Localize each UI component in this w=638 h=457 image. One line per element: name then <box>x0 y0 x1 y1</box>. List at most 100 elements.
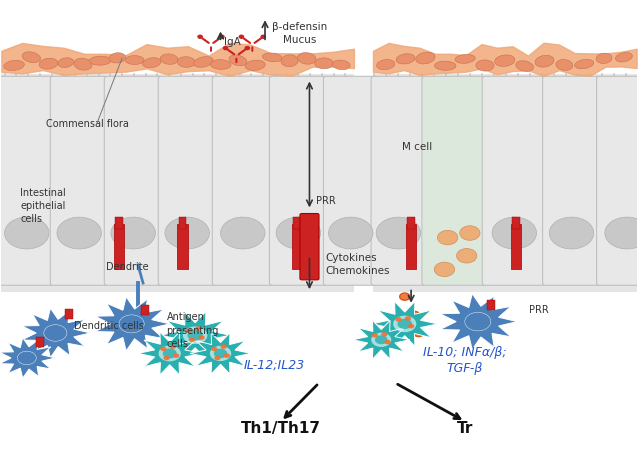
Circle shape <box>221 217 265 249</box>
Circle shape <box>210 346 231 361</box>
Bar <box>293 217 300 228</box>
Ellipse shape <box>177 57 195 67</box>
Circle shape <box>465 312 491 331</box>
FancyBboxPatch shape <box>0 76 54 285</box>
Ellipse shape <box>315 58 334 69</box>
Ellipse shape <box>58 58 73 68</box>
Circle shape <box>239 35 244 38</box>
Polygon shape <box>440 294 517 350</box>
FancyBboxPatch shape <box>269 76 327 285</box>
Text: Commensal flora: Commensal flora <box>46 119 129 129</box>
Polygon shape <box>22 308 91 358</box>
Bar <box>65 309 73 319</box>
Ellipse shape <box>616 53 632 62</box>
Circle shape <box>159 345 181 361</box>
Circle shape <box>195 326 202 331</box>
Circle shape <box>163 356 170 360</box>
Text: Dendritic cells: Dendritic cells <box>75 321 144 331</box>
Text: M cell: M cell <box>401 142 432 152</box>
Polygon shape <box>372 302 438 346</box>
FancyBboxPatch shape <box>542 76 600 285</box>
Ellipse shape <box>245 60 265 70</box>
Ellipse shape <box>109 53 126 63</box>
Circle shape <box>183 326 207 344</box>
Ellipse shape <box>229 55 247 66</box>
Circle shape <box>160 346 167 351</box>
Circle shape <box>119 315 144 333</box>
Circle shape <box>371 333 391 347</box>
Bar <box>354 74 373 292</box>
Polygon shape <box>138 332 202 375</box>
Circle shape <box>434 262 455 276</box>
Circle shape <box>214 356 221 360</box>
Circle shape <box>57 217 101 249</box>
Text: Intestinal
epithelial
cells: Intestinal epithelial cells <box>20 187 66 224</box>
Circle shape <box>165 217 209 249</box>
Circle shape <box>224 353 230 358</box>
Circle shape <box>214 349 227 358</box>
Circle shape <box>385 340 391 344</box>
Polygon shape <box>353 320 410 359</box>
Circle shape <box>111 217 156 249</box>
Polygon shape <box>0 338 56 378</box>
FancyBboxPatch shape <box>323 76 378 285</box>
Bar <box>512 217 520 228</box>
Circle shape <box>393 316 417 332</box>
Ellipse shape <box>516 61 533 71</box>
Circle shape <box>457 249 477 263</box>
Text: PRR: PRR <box>529 305 549 315</box>
Ellipse shape <box>376 59 395 69</box>
Ellipse shape <box>4 60 24 70</box>
Bar <box>115 217 122 228</box>
FancyBboxPatch shape <box>482 76 546 285</box>
Ellipse shape <box>396 54 415 64</box>
Circle shape <box>605 217 638 249</box>
Circle shape <box>44 325 67 341</box>
Bar <box>487 300 495 310</box>
Ellipse shape <box>494 55 515 66</box>
Circle shape <box>17 351 36 365</box>
Circle shape <box>403 325 413 332</box>
Text: Dendrite: Dendrite <box>106 262 149 272</box>
Circle shape <box>173 353 179 358</box>
Circle shape <box>261 35 265 38</box>
Polygon shape <box>160 312 230 359</box>
Ellipse shape <box>39 58 58 69</box>
Bar <box>292 224 302 269</box>
Ellipse shape <box>332 60 350 69</box>
Text: IL-12;IL23: IL-12;IL23 <box>244 358 305 371</box>
Text: β-defensin
Mucus: β-defensin Mucus <box>272 21 327 45</box>
Circle shape <box>372 333 378 338</box>
Circle shape <box>170 344 176 349</box>
Bar <box>114 224 124 269</box>
Ellipse shape <box>575 59 594 69</box>
Text: Th1/Th17: Th1/Th17 <box>241 421 321 436</box>
FancyBboxPatch shape <box>597 76 638 285</box>
Circle shape <box>376 217 420 249</box>
Bar <box>407 217 415 228</box>
Ellipse shape <box>297 53 316 64</box>
Bar <box>1 74 637 292</box>
Circle shape <box>211 346 218 351</box>
Ellipse shape <box>262 53 283 62</box>
FancyBboxPatch shape <box>158 76 216 285</box>
Ellipse shape <box>416 52 435 64</box>
Bar <box>179 217 186 228</box>
Circle shape <box>220 35 224 38</box>
Circle shape <box>404 316 411 321</box>
Ellipse shape <box>596 53 612 64</box>
Text: PRR: PRR <box>316 196 336 206</box>
Text: Antigen
presenting
cells: Antigen presenting cells <box>167 313 219 349</box>
Ellipse shape <box>22 52 41 63</box>
Circle shape <box>409 311 419 319</box>
Circle shape <box>413 329 424 337</box>
Text: Cytokines
Chemokines: Cytokines Chemokines <box>325 253 390 276</box>
Text: IL-10; INFα/β;
TGF-β: IL-10; INFα/β; TGF-β <box>423 346 507 375</box>
FancyBboxPatch shape <box>371 76 426 285</box>
Circle shape <box>186 329 192 333</box>
Text: IgA: IgA <box>224 37 241 47</box>
Bar <box>511 224 521 269</box>
Bar <box>36 337 44 346</box>
Ellipse shape <box>281 55 298 67</box>
Polygon shape <box>95 297 170 351</box>
